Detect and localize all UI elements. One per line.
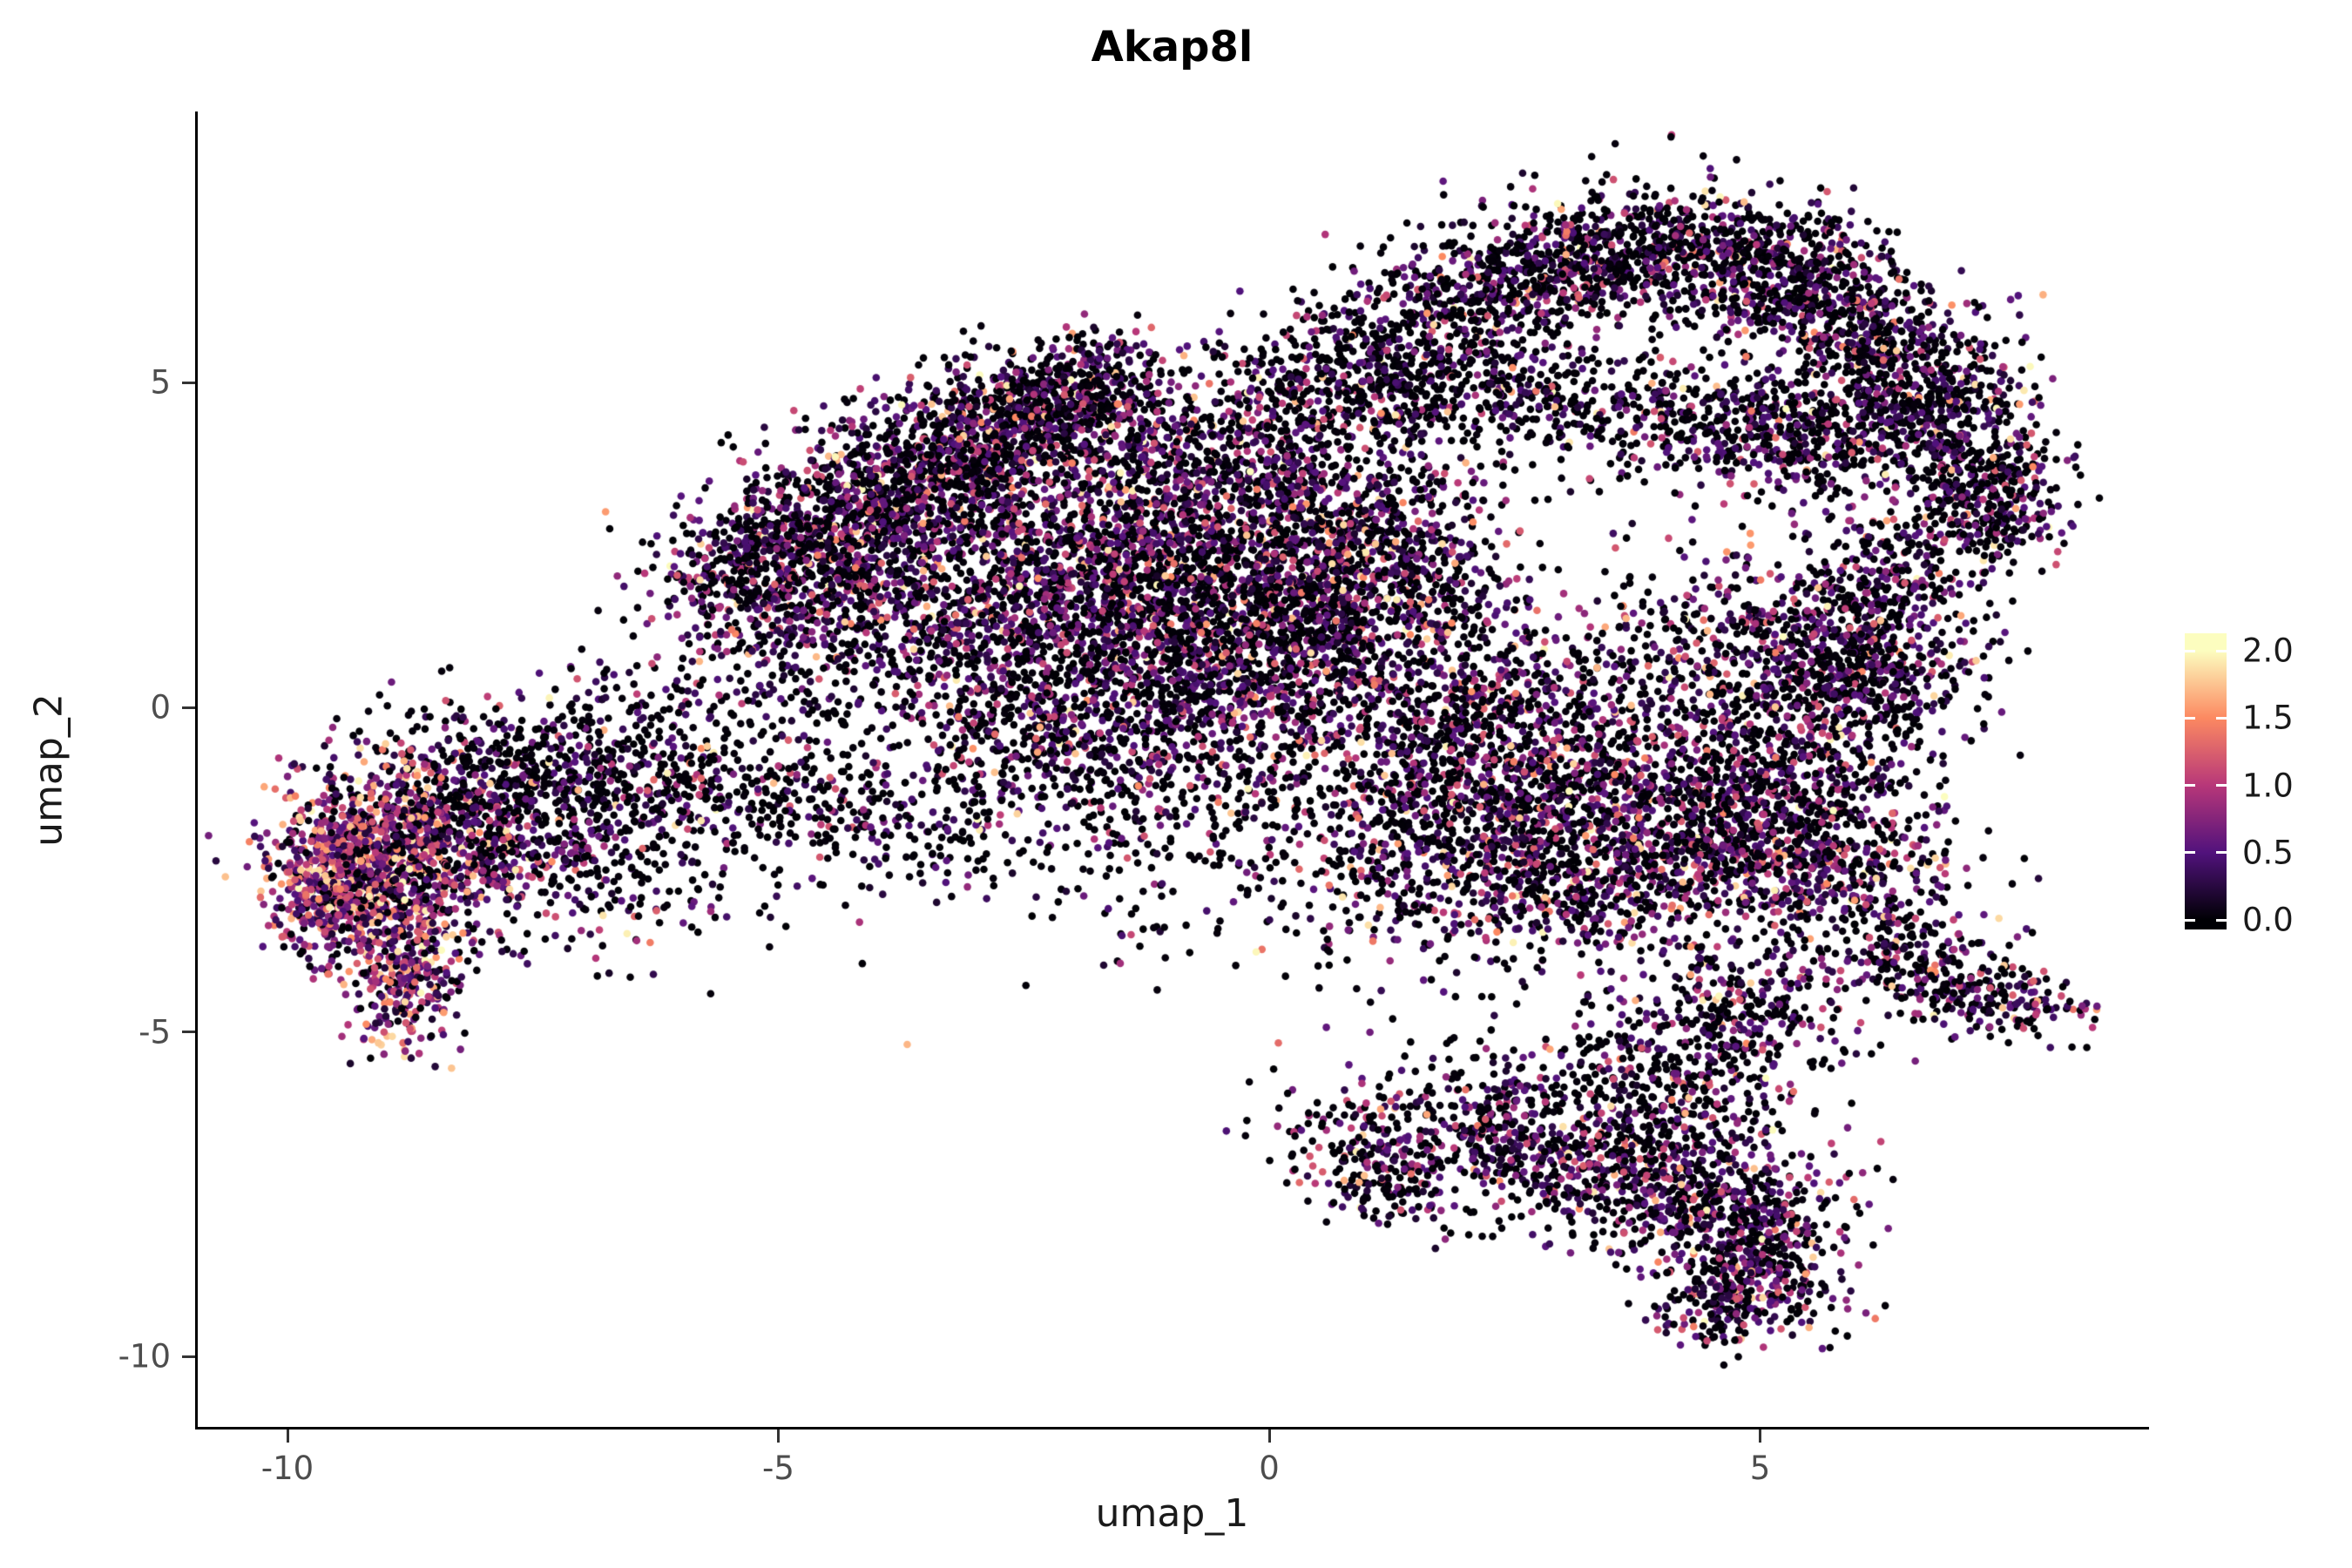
colorbar-tick-mark: [2185, 649, 2195, 652]
x-tick-label: -5: [762, 1450, 794, 1487]
colorbar-tick-mark: [2216, 784, 2227, 787]
x-tick-mark: [777, 1429, 780, 1443]
y-tick-label: 0: [150, 688, 171, 727]
colorbar-tick-label: 0.0: [2242, 901, 2294, 939]
y-tick-label: -5: [139, 1013, 171, 1051]
y-tick-mark: [182, 1031, 195, 1034]
x-axis-label: umap_1: [1095, 1491, 1249, 1536]
colorbar-tick-mark: [2185, 716, 2195, 720]
y-tick-mark: [182, 381, 195, 384]
x-tick-mark: [1267, 1429, 1271, 1443]
colorbar-tick-label: 0.5: [2242, 834, 2294, 872]
colorbar-tick-mark: [2216, 851, 2227, 855]
colorbar-tick-mark: [2216, 918, 2227, 922]
colorbar-gradient: [2185, 633, 2227, 929]
colorbar-tick-label: 1.0: [2242, 767, 2294, 805]
x-tick-label: -10: [260, 1450, 314, 1487]
x-tick-label: 0: [1259, 1450, 1280, 1487]
colorbar-tick-mark: [2185, 918, 2195, 922]
y-axis-label: umap_2: [26, 693, 71, 847]
colorbar-tick-mark: [2185, 784, 2195, 787]
x-tick-label: 5: [1749, 1450, 1771, 1487]
colorbar-tick-mark: [2216, 649, 2227, 652]
x-tick-mark: [1759, 1429, 1761, 1443]
colorbar-tick-mark: [2185, 851, 2195, 855]
plot-title: Akap8l: [1091, 23, 1254, 71]
colorbar-legend: 2.0 1.5 1.0 0.5 0.0: [2178, 623, 2352, 954]
colorbar-tick-mark: [2216, 716, 2227, 720]
y-tick-label: -10: [118, 1337, 171, 1375]
y-tick-label: 5: [150, 363, 171, 402]
y-axis-line: [195, 112, 198, 1429]
x-tick-mark: [286, 1429, 289, 1443]
y-tick-mark: [182, 706, 195, 709]
scatter-canvas: [199, 112, 2146, 1425]
colorbar-tick-label: 1.5: [2242, 699, 2294, 737]
y-tick-mark: [182, 1355, 195, 1358]
x-axis-line: [195, 1427, 2149, 1429]
colorbar-tick-label: 2.0: [2242, 632, 2294, 670]
